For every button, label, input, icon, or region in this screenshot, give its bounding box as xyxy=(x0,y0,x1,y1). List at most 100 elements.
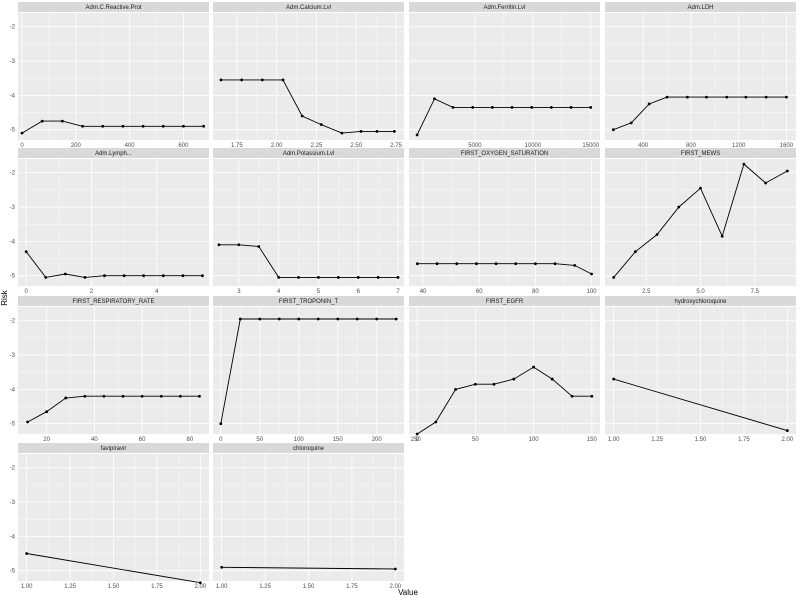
y-tick-label: -3 xyxy=(10,500,16,506)
data-point xyxy=(589,105,593,109)
x-tick-label: 60 xyxy=(476,289,483,295)
facet-title: FIRST_RESPIRATORY_RATE xyxy=(73,299,155,305)
panel-background xyxy=(18,307,209,434)
x-tick-label: 100 xyxy=(587,289,598,295)
data-point xyxy=(219,78,223,82)
data-point xyxy=(336,317,340,321)
data-point xyxy=(198,394,201,398)
x-tick-label: 1.50 xyxy=(695,437,707,443)
data-point xyxy=(375,317,379,321)
data-point xyxy=(219,422,223,426)
y-axis-title: Risk xyxy=(0,289,9,306)
data-point xyxy=(60,119,64,123)
facet-title: favipiravir xyxy=(101,446,127,452)
data-point xyxy=(394,317,398,321)
y-tick-label: -3 xyxy=(10,353,16,359)
y-tick-label: -2 xyxy=(10,25,16,31)
data-point xyxy=(647,102,651,106)
series-line xyxy=(221,566,396,570)
data-point xyxy=(161,274,165,278)
data-point xyxy=(612,276,616,279)
facet-panel: Adm.Potassium.Lvl 3 4 5 6 7 xyxy=(213,148,404,295)
series-line xyxy=(220,318,397,424)
data-point xyxy=(202,124,206,128)
facet-panel: hydroxychloroquine 1.00 1.25 1.50 1.75 2.00 xyxy=(605,296,796,443)
x-tick-label: 1600 xyxy=(780,143,794,149)
x-tick-label: 50 xyxy=(472,437,479,443)
data-point xyxy=(514,262,518,266)
facet-panel: Adm.Lymph... -2 -3 -4 -5 0 2 4 xyxy=(10,148,209,295)
facet-title: FIRST_TROPONIN_T xyxy=(279,299,339,305)
data-point xyxy=(297,317,301,321)
data-point xyxy=(121,124,125,128)
x-tick-label: 2.75 xyxy=(390,143,402,149)
x-tick-label: 2.00 xyxy=(389,584,401,590)
data-point xyxy=(336,276,340,279)
x-tick-label: 250 xyxy=(411,437,422,443)
y-tick-label: -3 xyxy=(10,205,16,211)
x-tick-label: 1.50 xyxy=(303,584,315,590)
x-tick-label: 5.0 xyxy=(696,289,705,295)
x-tick-label: 1.00 xyxy=(216,584,228,590)
series-line xyxy=(613,96,787,131)
series-line xyxy=(27,395,200,423)
data-point xyxy=(655,233,659,236)
data-point xyxy=(744,95,748,99)
data-point xyxy=(629,121,633,125)
x-tick-label: 7 xyxy=(396,289,400,295)
y-tick-label: -4 xyxy=(10,387,16,393)
x-tick-label: 150 xyxy=(333,437,344,443)
x-tick-label: 1.75 xyxy=(231,143,243,149)
x-tick-label: 1.00 xyxy=(608,437,620,443)
facet-title: chloroquine xyxy=(293,446,325,452)
data-point xyxy=(415,432,419,436)
data-point xyxy=(277,276,281,279)
x-tick-label: 40 xyxy=(91,437,98,443)
data-point xyxy=(549,105,553,109)
data-point xyxy=(237,243,241,247)
data-point xyxy=(512,377,516,381)
panel-background xyxy=(605,13,796,140)
data-point xyxy=(553,262,557,266)
y-tick-label: -5 xyxy=(10,569,16,575)
x-tick-label: 600 xyxy=(178,143,189,149)
x-tick-label: 0 xyxy=(219,437,223,443)
facet-title: hydroxychloroquine xyxy=(674,299,727,305)
data-point xyxy=(257,245,261,248)
facet-strip xyxy=(605,2,796,12)
x-tick-label: 5 xyxy=(317,289,321,295)
data-point xyxy=(281,78,285,82)
facet-title: FIRST_OXYGEN_SATURATION xyxy=(461,151,548,157)
facet-strip xyxy=(213,2,404,12)
panel-background xyxy=(18,159,209,286)
data-point xyxy=(492,382,496,386)
data-point xyxy=(532,365,536,369)
x-tick-label: 1.25 xyxy=(651,437,663,443)
facet-strip xyxy=(18,2,209,12)
data-point xyxy=(475,262,478,266)
data-point xyxy=(45,410,49,414)
series-line xyxy=(26,553,201,584)
x-tick-label: 200 xyxy=(71,143,82,149)
data-point xyxy=(63,272,67,276)
data-point xyxy=(260,78,264,82)
data-point xyxy=(764,181,768,185)
x-tick-label: 0 xyxy=(415,437,419,443)
data-point xyxy=(396,276,400,279)
x-axis-title: Value xyxy=(398,588,418,597)
data-point xyxy=(20,131,24,135)
series-line xyxy=(221,79,395,134)
x-tick-label: 20 xyxy=(43,437,50,443)
data-point xyxy=(699,186,702,190)
data-point xyxy=(473,382,477,386)
data-point xyxy=(178,394,182,398)
data-point xyxy=(451,105,455,109)
y-tick-label: -3 xyxy=(10,59,16,65)
facet-title: Adm.Lymph... xyxy=(95,151,132,157)
x-tick-label: 6 xyxy=(357,289,361,295)
x-tick-label: 5000 xyxy=(468,143,482,149)
data-point xyxy=(258,317,262,321)
series-line xyxy=(219,244,398,278)
x-tick-label: 2.50 xyxy=(350,143,362,149)
x-tick-label: 150 xyxy=(587,437,598,443)
